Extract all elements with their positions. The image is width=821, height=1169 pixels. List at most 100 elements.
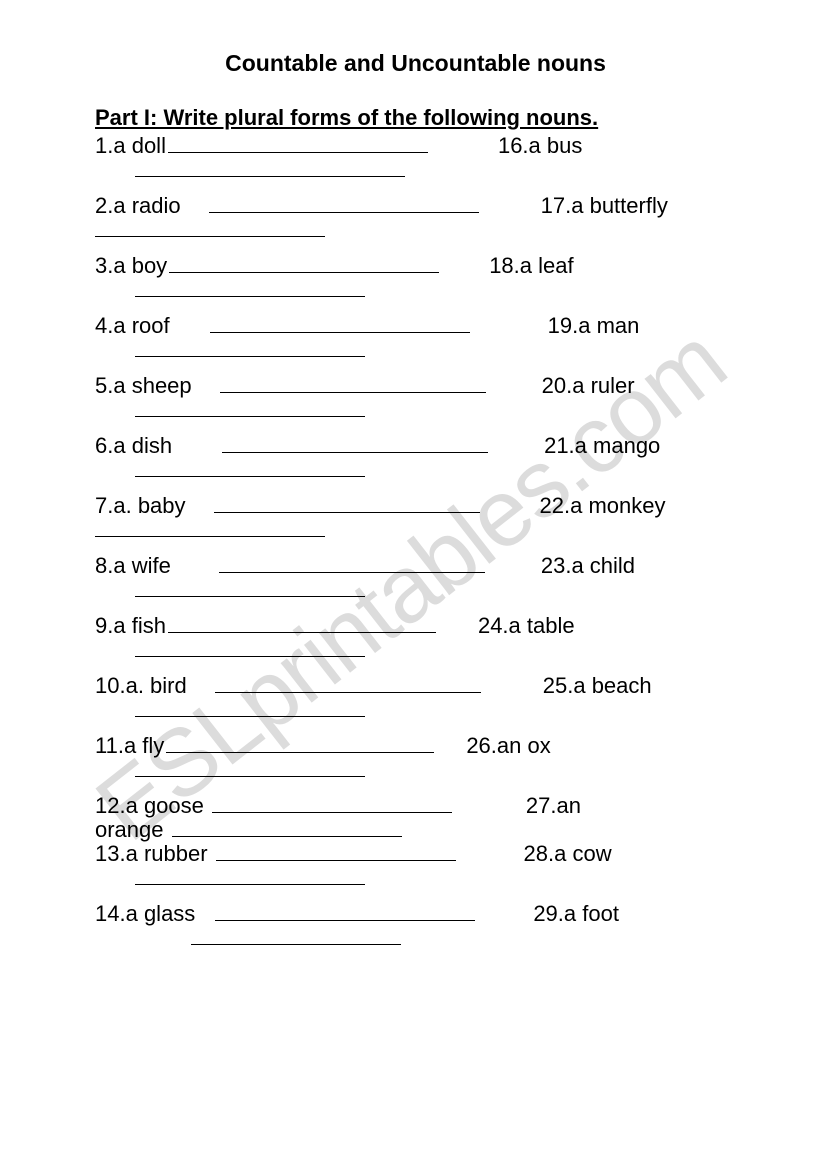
items-list: 1. a doll 16. a bus 2. a radio 17. a butter… (95, 135, 736, 949)
item-number: 16. (498, 135, 529, 157)
answer-blank[interactable] (135, 867, 365, 885)
answer-blank[interactable] (95, 519, 325, 537)
item-number: 20. (542, 375, 573, 397)
item-noun: a man (578, 315, 639, 337)
item-noun: orange (95, 819, 164, 841)
item-noun: a leaf (520, 255, 574, 277)
item-number: 25. (543, 675, 574, 697)
second-blank-row (95, 219, 736, 241)
answer-blank[interactable] (210, 315, 470, 333)
item-row: 9. a fish 24. a table (95, 615, 736, 637)
left-item: 8. a wife (95, 555, 485, 577)
answer-blank[interactable] (135, 339, 365, 357)
right-item: 29. a foot (533, 903, 619, 925)
worksheet-content: Countable and Uncountable nouns Part I: … (95, 50, 736, 949)
item-number: 6. (95, 435, 113, 457)
left-item: 3. a boy (95, 255, 439, 277)
item-number: 26. (466, 735, 497, 757)
answer-blank[interactable] (215, 675, 481, 693)
left-item: 13. a rubber (95, 843, 456, 865)
right-item: 18. a leaf (489, 255, 573, 277)
left-item: 2. a radio (95, 195, 479, 217)
left-item: 4. a roof (95, 315, 470, 337)
item-row: 2. a radio 17. a butterfly (95, 195, 736, 217)
item-noun: a mango (575, 435, 661, 457)
item-number: 11. (95, 735, 124, 757)
item-row: 1. a doll 16. a bus (95, 135, 736, 157)
second-blank-row (135, 759, 736, 781)
answer-blank[interactable] (169, 255, 439, 273)
item-row: 6. a dish 21. a mango (95, 435, 736, 457)
item-noun: a radio (113, 195, 180, 217)
item-noun: a wife (113, 555, 170, 577)
right-item: 17. a butterfly (541, 195, 668, 217)
left-item: 12. a goose (95, 795, 452, 817)
item-noun: a. bird (126, 675, 187, 697)
answer-blank[interactable] (191, 927, 401, 945)
item-number: 22. (540, 495, 571, 517)
right-item: 24. a table (478, 615, 575, 637)
answer-blank[interactable] (214, 495, 480, 513)
item-number: 12. (95, 795, 126, 817)
answer-blank[interactable] (135, 579, 365, 597)
left-item: 5. a sheep (95, 375, 486, 397)
item-number: 10. (95, 675, 126, 697)
answer-blank[interactable] (168, 615, 436, 633)
answer-blank[interactable] (219, 555, 485, 573)
left-item: 1. a doll (95, 135, 428, 157)
item-number: 27. (526, 795, 557, 817)
answer-blank[interactable] (135, 159, 405, 177)
item-row: 7. a. baby22. a monkey (95, 495, 736, 517)
right-item: 20. a ruler (542, 375, 635, 397)
answer-blank[interactable] (216, 843, 456, 861)
item-row: 13. a rubber28. a cow (95, 843, 736, 865)
answer-blank[interactable] (95, 219, 325, 237)
item-noun: a monkey (570, 495, 665, 517)
item-noun: a boy (113, 255, 167, 277)
answer-blank[interactable] (172, 819, 402, 837)
item-noun: a foot (564, 903, 619, 925)
left-item: 10. a. bird (95, 675, 481, 697)
answer-blank[interactable] (222, 435, 488, 453)
second-blank-row (135, 399, 736, 421)
item-noun: an ox (497, 735, 551, 757)
right-item: 23. a child (541, 555, 635, 577)
item-noun: a child (571, 555, 635, 577)
answer-blank[interactable] (166, 735, 434, 753)
item-number: 2. (95, 195, 113, 217)
answer-blank[interactable] (220, 375, 486, 393)
item-noun: a rubber (126, 843, 208, 865)
item-number: 23. (541, 555, 572, 577)
right-item: 16. a bus (498, 135, 582, 157)
second-blank-row (95, 519, 736, 541)
answer-blank[interactable] (212, 795, 452, 813)
item-noun: a dish (113, 435, 172, 457)
item-row: 8. a wife 23. a child (95, 555, 736, 577)
left-item: 14. a glass (95, 903, 475, 925)
item-row: 10. a. bird25. a beach (95, 675, 736, 697)
item-number: 7. (95, 495, 113, 517)
second-blank-row (135, 867, 736, 889)
answer-blank[interactable] (135, 399, 365, 417)
item-noun: a doll (113, 135, 166, 157)
answer-blank[interactable] (168, 135, 428, 153)
item-number: 19. (548, 315, 579, 337)
item-number: 14. (95, 903, 126, 925)
answer-blank[interactable] (135, 459, 365, 477)
left-item: 11. a fly (95, 735, 434, 757)
answer-blank[interactable] (135, 699, 365, 717)
answer-blank[interactable] (135, 639, 365, 657)
answer-blank[interactable] (135, 279, 365, 297)
right-item: 21. a mango (544, 435, 660, 457)
answer-blank[interactable] (135, 759, 365, 777)
left-item: 9. a fish (95, 615, 436, 637)
item-row: 11. a fly 26. an ox (95, 735, 736, 757)
item-noun: a cow (554, 843, 611, 865)
item-noun: a ruler (572, 375, 634, 397)
answer-blank[interactable] (215, 903, 475, 921)
second-blank-row (135, 699, 736, 721)
page-title: Countable and Uncountable nouns (95, 50, 736, 77)
item-noun: a bus (529, 135, 583, 157)
answer-blank[interactable] (209, 195, 479, 213)
second-blank-row (135, 279, 736, 301)
